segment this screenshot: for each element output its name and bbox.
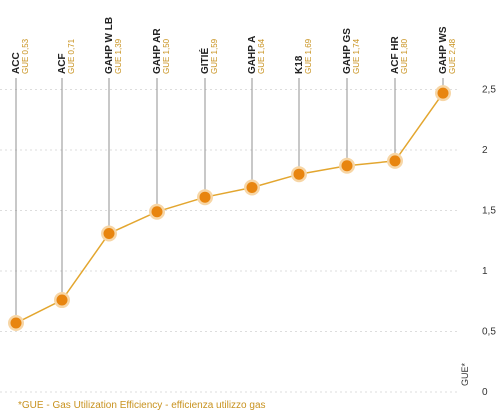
- category-label: K18: [294, 55, 305, 74]
- value-label: GUE 2,48: [448, 38, 457, 74]
- category-label: ACF HR: [390, 35, 401, 74]
- category-label: GAHP A: [247, 36, 258, 74]
- value-label: GUE 1,80: [400, 38, 409, 74]
- data-point: [389, 155, 401, 167]
- category-label: GAHP AR: [152, 28, 163, 74]
- y-tick-label: 1: [482, 266, 488, 277]
- value-label: GUE 1,64: [257, 38, 266, 74]
- category-label: GITIÉ: [198, 48, 211, 74]
- footnote: *GUE - Gas Utilization Efficiency - effi…: [18, 400, 266, 411]
- value-label: GUE 1,59: [210, 38, 219, 74]
- data-point: [151, 206, 163, 218]
- y-tick-labels: 0 0,5 1 1,5 2 2,5: [482, 85, 496, 399]
- y-tick-label: 2,5: [482, 85, 496, 96]
- value-label: GUE 0,53: [21, 38, 30, 74]
- category-label: GAHP W LB: [104, 17, 115, 74]
- category-labels: ACC GUE 0,53 ACF GUE 0,71 GAHP W LB GUE 1,39 G…: [11, 17, 457, 74]
- category-label: ACC: [11, 52, 22, 74]
- value-label: GUE 1,69: [304, 38, 313, 74]
- data-point: [199, 191, 211, 203]
- value-label: GUE 1,74: [352, 38, 361, 74]
- y-tick-label: 2: [482, 145, 488, 156]
- y-tick-label: 0: [482, 387, 488, 398]
- series-line: [15, 92, 444, 324]
- grid-lines: [0, 89, 460, 393]
- y-tick-label: 1,5: [482, 206, 496, 217]
- value-label: GUE 1,39: [114, 38, 123, 74]
- category-label: GAHP GS: [342, 28, 353, 74]
- category-label: GAHP WS: [438, 26, 449, 74]
- data-point: [246, 182, 258, 194]
- y-tick-label: 0,5: [482, 327, 496, 338]
- category-label: ACF: [57, 53, 68, 74]
- data-point: [341, 160, 353, 172]
- data-point: [56, 294, 68, 306]
- value-label: GUE 0,71: [67, 38, 76, 74]
- series-polyline: [15, 92, 444, 324]
- data-points: [8, 85, 451, 332]
- value-label: GUE 1,50: [162, 38, 171, 74]
- y-axis-label: GUE*: [460, 362, 470, 386]
- data-point: [103, 227, 115, 239]
- data-point: [10, 317, 22, 329]
- data-point: [437, 87, 449, 99]
- data-point: [293, 168, 305, 180]
- category-stems: [15, 78, 444, 324]
